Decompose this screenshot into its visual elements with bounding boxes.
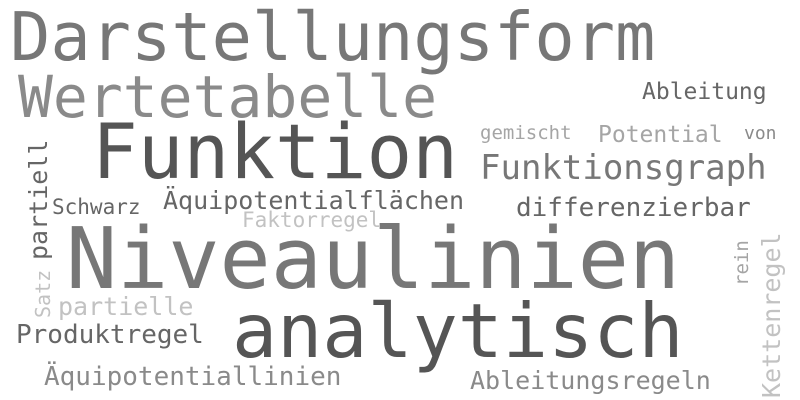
word-schwarz: Schwarz — [52, 195, 141, 219]
word-rein: rein — [731, 240, 753, 286]
word-darstellungsform: Darstellungsform — [10, 0, 656, 76]
word-produktregel: Produktregel — [16, 320, 204, 350]
word-ableitungsregeln: Ableitungsregeln — [470, 366, 711, 395]
word-funktion: Funktion — [92, 107, 459, 196]
word-wertetabelle: Wertetabelle — [18, 63, 438, 131]
word-aequipotentiallinien: Äquipotentiallinien — [44, 362, 342, 392]
word-partielle: partielle — [58, 292, 194, 321]
word-partiell: partiell — [24, 139, 53, 260]
word-satz: Satz — [31, 269, 55, 318]
word-faktorregel: Faktorregel — [242, 208, 382, 232]
word-gemischt: gemischt — [480, 122, 572, 144]
word-niveaulinien: Niveaulinien — [66, 210, 681, 309]
word-von: von — [744, 123, 777, 144]
word-aequipotentialflaechen: Äquipotentialflächen — [163, 186, 465, 215]
word-potential: Potential — [598, 122, 723, 148]
word-funktionsgraph: Funktionsgraph — [480, 148, 767, 188]
word-ableitung: Ableitung — [642, 79, 767, 105]
word-kettenregel: Kettenregel — [757, 232, 786, 398]
word-differenzierbar: differenzierbar — [516, 193, 751, 223]
word-analytisch: analytisch — [232, 287, 684, 375]
